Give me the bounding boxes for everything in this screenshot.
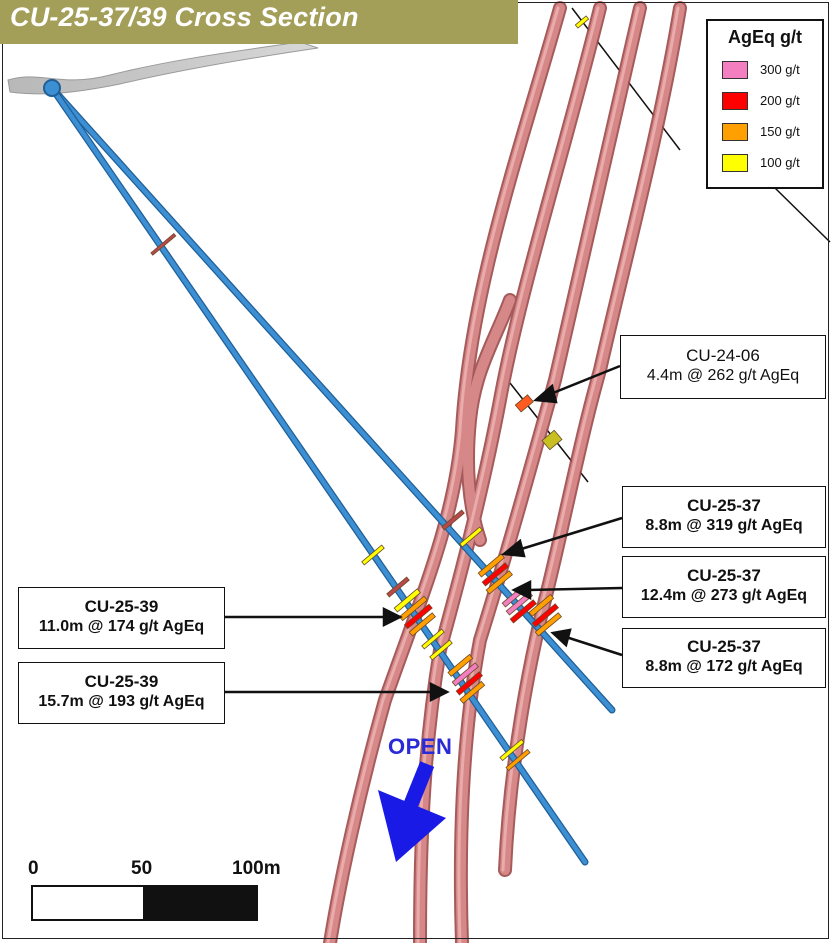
open-arrow-icon: [378, 761, 446, 862]
legend-label: 300 g/t: [760, 62, 800, 77]
arrowhead-cu-25-39-b: [429, 681, 450, 703]
callout-cu-25-39-a: CU-25-39 11.0m @ 174 g/t AgEq: [18, 587, 225, 649]
title-banner: CU-25-37/39 Cross Section: [0, 0, 518, 44]
assay-disc: [485, 570, 513, 595]
leader-cu-25-37-b: [527, 586, 623, 592]
arrowhead-cu-25-37-a: [500, 538, 526, 558]
callout-hole-id: CU-25-37: [687, 566, 761, 585]
assay-disc: [361, 544, 385, 566]
assay-disc: [421, 628, 445, 650]
assay-disc: [534, 612, 562, 637]
assay-disc: [393, 588, 421, 613]
callout-leaders: [225, 364, 623, 703]
assay-disc: [459, 680, 486, 704]
assay-disc: [398, 595, 428, 622]
assay-disc: [531, 603, 559, 628]
assay-disc: [505, 748, 531, 772]
legend-title: AgEq g/t: [728, 27, 802, 47]
callout-cu-24-06: CU-24-06 4.4m @ 262 g/t AgEq: [620, 335, 826, 399]
scale-label-100m: 100m: [232, 858, 281, 879]
legend-swatch: [722, 154, 748, 172]
callout-interval: 12.4m @ 273 g/t AgEq: [640, 587, 808, 604]
drillhole-cu-25-39: [49, 85, 588, 865]
assay-disc: [509, 599, 537, 624]
assay-disc: [528, 593, 555, 617]
assay-disc: [447, 653, 474, 677]
grade-legend: AgEq g/t 300 g/t 200 g/t 150 g/t 100 g/t: [706, 19, 824, 189]
scale-bar: [31, 885, 258, 921]
callout-hole-id: CU-24-06: [686, 346, 760, 365]
callout-hole-id: CU-25-39: [84, 597, 159, 616]
legend-swatch: [722, 61, 748, 79]
assay-disc: [441, 509, 465, 531]
callout-interval: 8.8m @ 172 g/t AgEq: [645, 658, 803, 675]
assay-disc: [408, 612, 436, 637]
scale-label-50: 50: [131, 858, 153, 879]
legend-swatch: [722, 123, 748, 141]
assay-intervals: [150, 15, 590, 772]
assay-disc: [459, 526, 483, 548]
arrowhead-cu-25-37-c: [550, 628, 572, 648]
legend-label: 200 g/t: [760, 93, 800, 108]
scale-label-0: 0: [28, 858, 39, 879]
scale-bar-black-segment: [143, 885, 258, 921]
assay-disc: [429, 639, 453, 661]
assay-disc: [403, 603, 433, 630]
callout-interval: 15.7m @ 193 g/t AgEq: [38, 693, 205, 710]
callout-cu-25-39-b: CU-25-39 15.7m @ 193 g/t AgEq: [18, 662, 225, 724]
leader-cu-25-37-c: [565, 635, 623, 657]
callout-interval: 4.4m @ 262 g/t AgEq: [646, 367, 800, 384]
callout-cu-25-37-c: CU-25-37 8.8m @ 172 g/t AgEq: [622, 628, 826, 688]
topographic-surface: [7, 41, 319, 95]
assay-disc: [477, 553, 505, 578]
callout-cu-25-37-b: CU-25-37 12.4m @ 273 g/t AgEq: [622, 556, 826, 618]
section-line-right: [774, 187, 831, 243]
vein-structures: [323, 1, 687, 943]
arrowhead-cu-25-39-a: [382, 606, 403, 628]
assay-disc: [481, 562, 509, 587]
open-label: OPEN: [388, 734, 453, 759]
assay-disc: [514, 394, 534, 413]
callout-hole-id: CU-25-39: [84, 672, 159, 691]
assay-disc: [499, 738, 525, 762]
drill-collar: [43, 79, 61, 97]
page-title: CU-25-37/39 Cross Section: [10, 2, 359, 32]
assay-disc: [455, 671, 483, 696]
callout-cu-25-37-a: CU-25-37 8.8m @ 319 g/t AgEq: [622, 486, 826, 548]
assay-disc: [574, 15, 590, 29]
arrowhead-cu-24-06: [533, 383, 558, 404]
legend-label: 150 g/t: [760, 124, 800, 139]
callout-hole-id: CU-25-37: [687, 637, 761, 656]
callout-interval: 11.0m @ 174 g/t AgEq: [38, 618, 205, 635]
assay-disc: [150, 233, 177, 256]
callout-hole-id: CU-25-37: [687, 496, 761, 515]
scale-bar-white-segment: [31, 885, 145, 921]
leader-cu-24-06: [547, 364, 621, 397]
assay-disc: [451, 662, 479, 687]
legend-label: 100 g/t: [760, 155, 800, 170]
assay-disc: [386, 576, 410, 598]
callout-interval: 8.8m @ 319 g/t AgEq: [645, 517, 803, 534]
leader-cu-25-37-a: [517, 516, 623, 552]
assay-disc: [541, 429, 563, 451]
legend-swatch: [722, 92, 748, 110]
arrowhead-cu-25-37-b: [511, 579, 532, 601]
